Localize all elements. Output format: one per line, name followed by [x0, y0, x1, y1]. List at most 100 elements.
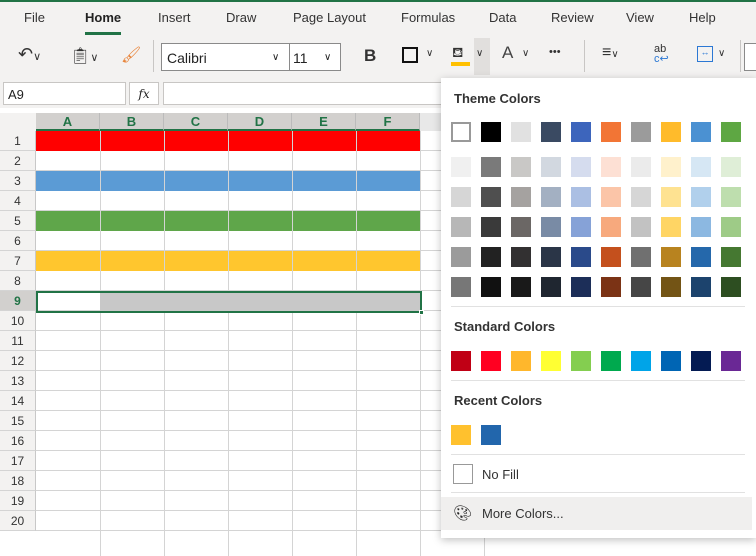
- theme-shade-swatch[interactable]: [601, 247, 621, 267]
- theme-color-swatch[interactable]: [631, 122, 651, 142]
- row-header-9[interactable]: 9: [0, 291, 36, 311]
- bold-button[interactable]: B: [364, 46, 377, 65]
- theme-shade-swatch[interactable]: [571, 187, 591, 207]
- recent-color-swatch[interactable]: [451, 425, 471, 445]
- name-box[interactable]: A9: [3, 82, 126, 105]
- tab-help[interactable]: Help: [689, 10, 716, 25]
- row-header-17[interactable]: 17: [0, 451, 36, 471]
- column-header-e[interactable]: E: [292, 113, 356, 131]
- theme-shade-swatch[interactable]: [511, 157, 531, 177]
- tab-draw[interactable]: Draw: [226, 10, 257, 25]
- row-header-20[interactable]: 20: [0, 511, 36, 531]
- sheet-row[interactable]: [36, 511, 456, 531]
- sheet-row[interactable]: [36, 391, 456, 411]
- tab-home[interactable]: Home: [85, 10, 122, 35]
- sheet-row[interactable]: [36, 231, 456, 251]
- theme-shade-swatch[interactable]: [571, 157, 591, 177]
- merge-cells-button[interactable]: ↔: [697, 46, 713, 62]
- column-header-a[interactable]: A: [36, 113, 100, 131]
- theme-shade-swatch[interactable]: [691, 277, 711, 297]
- tab-review[interactable]: Review: [551, 10, 594, 25]
- theme-color-swatch[interactable]: [601, 122, 621, 142]
- theme-shade-swatch[interactable]: [511, 247, 531, 267]
- theme-shade-swatch[interactable]: [661, 277, 681, 297]
- theme-shade-swatch[interactable]: [721, 217, 741, 237]
- theme-shade-swatch[interactable]: [601, 217, 621, 237]
- theme-shade-swatch[interactable]: [451, 217, 471, 237]
- theme-shade-swatch[interactable]: [631, 277, 651, 297]
- theme-shade-swatch[interactable]: [481, 217, 501, 237]
- theme-shade-swatch[interactable]: [481, 187, 501, 207]
- theme-shade-swatch[interactable]: [661, 217, 681, 237]
- theme-shade-swatch[interactable]: [691, 157, 711, 177]
- row-header-1[interactable]: 1: [0, 131, 36, 151]
- theme-color-swatch[interactable]: [571, 122, 591, 142]
- theme-shade-swatch[interactable]: [451, 187, 471, 207]
- theme-color-swatch[interactable]: [451, 122, 471, 142]
- theme-shade-swatch[interactable]: [691, 217, 711, 237]
- column-header-f[interactable]: F: [356, 113, 420, 131]
- select-all-corner[interactable]: [0, 113, 36, 131]
- theme-shade-swatch[interactable]: [691, 187, 711, 207]
- theme-shade-swatch[interactable]: [541, 217, 561, 237]
- tab-formulas[interactable]: Formulas: [401, 10, 456, 25]
- theme-shade-swatch[interactable]: [571, 277, 591, 297]
- theme-shade-swatch[interactable]: [451, 157, 471, 177]
- theme-shade-swatch[interactable]: [721, 157, 741, 177]
- theme-shade-swatch[interactable]: [721, 247, 741, 267]
- theme-shade-swatch[interactable]: [601, 277, 621, 297]
- row-header-13[interactable]: 13: [0, 371, 36, 391]
- tab-view[interactable]: View: [626, 10, 654, 25]
- theme-color-swatch[interactable]: [511, 122, 531, 142]
- row-header-11[interactable]: 11: [0, 331, 36, 351]
- theme-shade-swatch[interactable]: [601, 187, 621, 207]
- row-header-12[interactable]: 12: [0, 351, 36, 371]
- theme-shade-swatch[interactable]: [481, 157, 501, 177]
- theme-color-swatch[interactable]: [721, 122, 741, 142]
- fill-handle[interactable]: [419, 310, 424, 315]
- column-header-c[interactable]: C: [164, 113, 228, 131]
- row-header-19[interactable]: 19: [0, 491, 36, 511]
- row-header-3[interactable]: 3: [0, 171, 36, 191]
- sheet-row[interactable]: [36, 431, 456, 451]
- selection-border[interactable]: [36, 291, 422, 313]
- more-options-button[interactable]: •••: [549, 46, 561, 58]
- align-button[interactable]: ≡∨: [602, 44, 619, 61]
- theme-shade-swatch[interactable]: [601, 157, 621, 177]
- standard-color-swatch[interactable]: [661, 351, 681, 371]
- row-header-5[interactable]: 5: [0, 211, 36, 231]
- sheet-row[interactable]: [36, 351, 456, 371]
- fill-color-bucket-icon[interactable]: ⛾: [452, 44, 464, 60]
- row-header-14[interactable]: 14: [0, 391, 36, 411]
- row-header-16[interactable]: 16: [0, 431, 36, 451]
- theme-shade-swatch[interactable]: [451, 247, 471, 267]
- tab-file[interactable]: File: [24, 10, 45, 25]
- font-name[interactable]: Calibri: [167, 50, 207, 66]
- sheet-row[interactable]: [36, 191, 456, 211]
- font-selector[interactable]: Calibri ∨ 11 ∨: [161, 43, 341, 71]
- row-header-15[interactable]: 15: [0, 411, 36, 431]
- formula-input[interactable]: [163, 82, 453, 105]
- standard-color-swatch[interactable]: [721, 351, 741, 371]
- sheet-row[interactable]: [36, 471, 456, 491]
- column-header-d[interactable]: D: [228, 113, 292, 131]
- theme-shade-swatch[interactable]: [571, 247, 591, 267]
- standard-color-swatch[interactable]: [601, 351, 621, 371]
- sheet-row[interactable]: [36, 331, 456, 351]
- format-painter-button[interactable]: 🖌︎: [121, 47, 142, 64]
- standard-color-swatch[interactable]: [571, 351, 591, 371]
- undo-button[interactable]: ↶∨: [18, 44, 42, 64]
- theme-shade-swatch[interactable]: [631, 247, 651, 267]
- standard-color-swatch[interactable]: [541, 351, 561, 371]
- row-header-8[interactable]: 8: [0, 271, 36, 291]
- chevron-down-icon[interactable]: ∨: [522, 48, 530, 59]
- insert-function-button[interactable]: fx: [129, 82, 159, 105]
- theme-shade-swatch[interactable]: [511, 277, 531, 297]
- font-color-button[interactable]: A: [502, 43, 514, 62]
- theme-shade-swatch[interactable]: [511, 217, 531, 237]
- standard-color-swatch[interactable]: [451, 351, 471, 371]
- sheet-row[interactable]: [36, 491, 456, 511]
- recent-color-swatch[interactable]: [481, 425, 501, 445]
- row-header-4[interactable]: 4: [0, 191, 36, 211]
- theme-shade-swatch[interactable]: [541, 187, 561, 207]
